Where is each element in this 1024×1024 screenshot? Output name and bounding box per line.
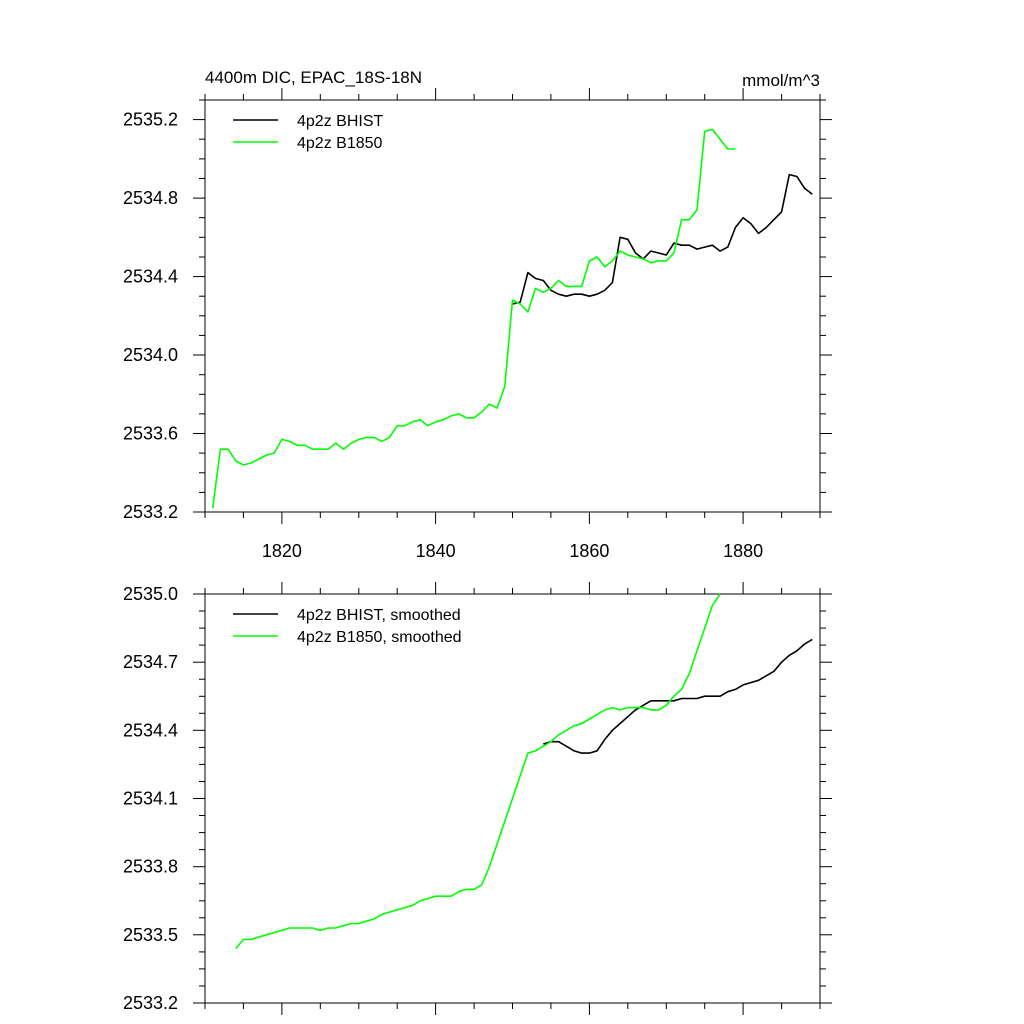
ticks: [193, 582, 832, 1015]
y-tick-label: 2534.8: [123, 188, 178, 208]
y-tick-label: 2534.7: [123, 652, 178, 672]
y-tick-label: 2533.8: [123, 857, 178, 877]
legend-label: 4p2z B1850, smoothed: [297, 629, 462, 646]
tick-labels: 2533.2 2533.5 2533.8 2534.1 2534.4 2534.7 2535…: [123, 584, 178, 1013]
chart-title: 4400m DIC, EPAC_18S-18N: [205, 68, 422, 87]
x-tick-label: 1820: [262, 541, 302, 561]
y-tick-label: 2534.4: [123, 267, 178, 287]
y-tick-label: 2535.0: [123, 584, 178, 604]
y-tick-label: 2534.4: [123, 720, 178, 740]
y-tick-label: 2535.2: [123, 110, 178, 130]
x-tick-label: 1880: [723, 541, 763, 561]
series-line-bhist: [543, 638, 813, 754]
legend-label: 4p2z BHIST, smoothed: [297, 607, 461, 624]
y-tick-label: 2534.0: [123, 345, 178, 365]
legend-label: 4p2z B1850: [297, 135, 383, 152]
y-tick-label: 2533.5: [123, 925, 178, 945]
ticks: [193, 88, 832, 524]
series-line-bhist: [512, 173, 813, 305]
tick-labels: 1820 1840 1860 1880 2533.2 2533.6 2534.0 2534.4…: [123, 110, 763, 561]
y-tick-label: 2533.2: [123, 993, 178, 1013]
x-tick-label: 1860: [569, 541, 609, 561]
top-panel: 4400m DIC, EPAC_18S-18N mmol/m^3 1820 184…: [123, 68, 832, 561]
units-label: mmol/m^3: [742, 71, 820, 90]
legend-label: 4p2z BHIST: [297, 113, 383, 130]
y-tick-label: 2533.2: [123, 502, 178, 522]
y-tick-label: 2534.1: [123, 789, 178, 809]
series-line-b1850: [235, 593, 721, 950]
x-tick-label: 1840: [416, 541, 456, 561]
series-lines: [235, 593, 813, 950]
legend: 4p2z BHIST 4p2z B1850: [233, 113, 383, 152]
series-lines: [211, 128, 813, 509]
legend: 4p2z BHIST, smoothed 4p2z B1850, smoothed: [233, 607, 462, 646]
bottom-panel: 2533.2 2533.5 2533.8 2534.1 2534.4 2534.7 2535…: [123, 582, 832, 1015]
series-line-b1850: [211, 128, 736, 509]
y-tick-label: 2533.6: [123, 424, 178, 444]
